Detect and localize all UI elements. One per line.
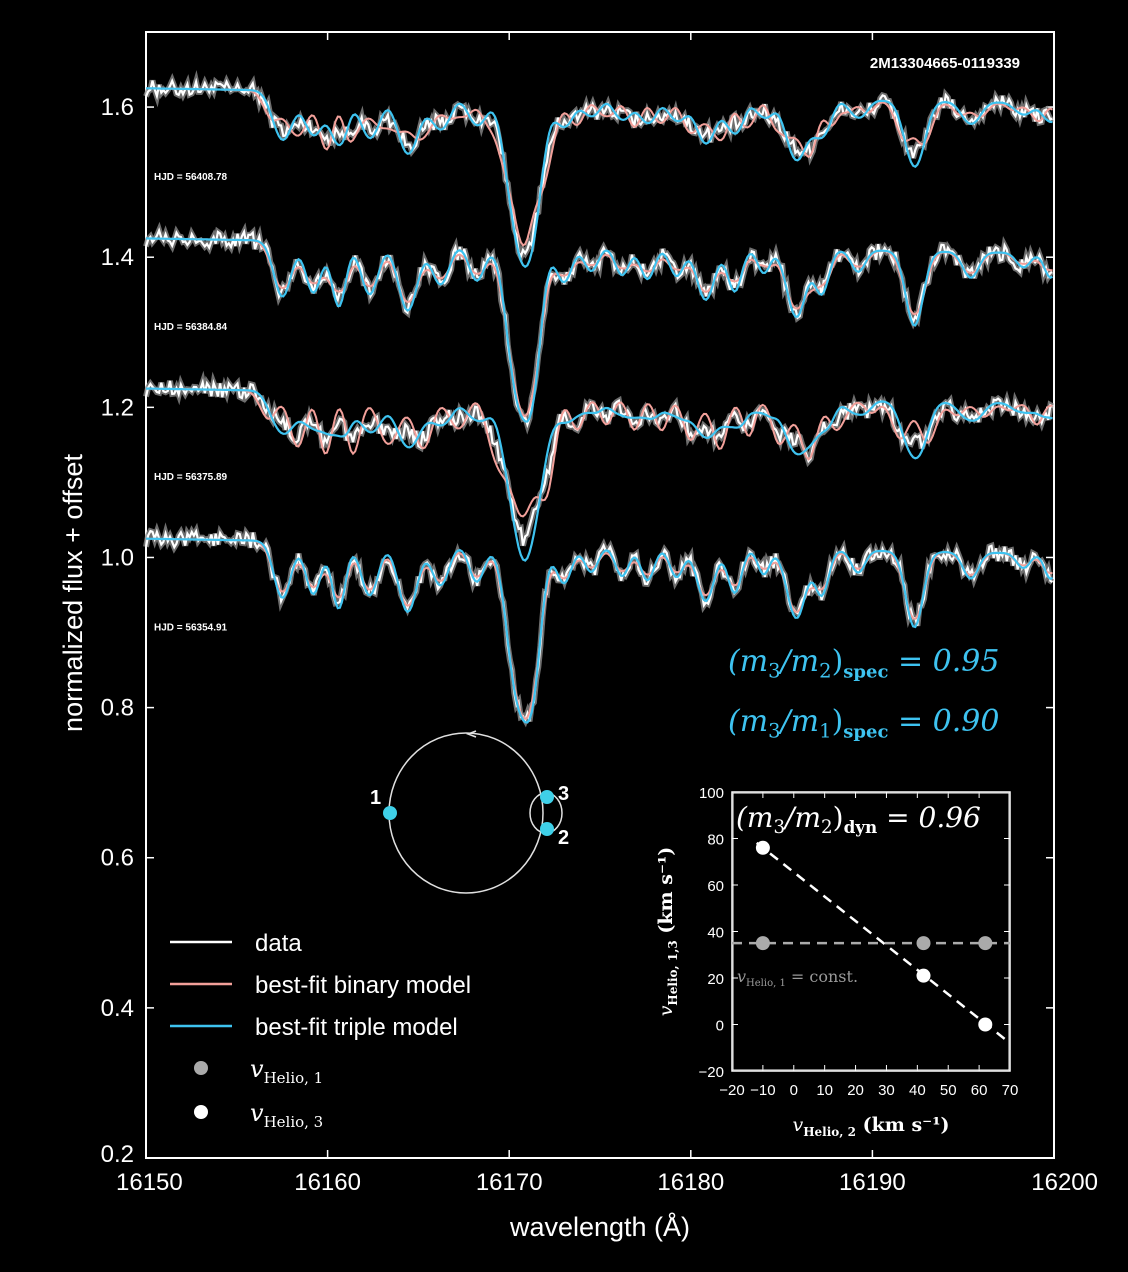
inset-x-tick-label: 20 [847,1082,864,1099]
legend-marker [194,1105,208,1119]
legend: data best-fit binary model best-fit triple… [170,930,471,1131]
const-label: vHelio, 1 = const. [737,967,858,989]
inset-y-tick-label: −20 [699,1064,724,1081]
orbit-direction-arrow [465,730,477,738]
inset-y-tick-label: 20 [707,971,724,988]
triple-model-line [146,87,1053,269]
inset-point [916,936,931,951]
triple-model-line [146,537,1054,724]
inset-point [978,1017,993,1032]
inset-point [978,936,993,951]
y-tick-label: 0.2 [101,1141,134,1168]
data-uncertainty-band [143,370,1054,547]
y-tick-label: 1.4 [101,244,134,271]
legend-marker [194,1061,208,1075]
inset-point [755,840,770,855]
inset-y-axis-label: vHelio, 1,3 (km s⁻¹) [655,847,680,1017]
inset-x-tick-label: 10 [816,1082,833,1099]
y-tick-label: 1.6 [101,94,134,121]
x-tick-label: 16190 [839,1169,906,1196]
spec-ratio-m3-m2: (m3/m2)spec = 0.95 [728,644,999,683]
inset-point [755,936,770,951]
inset-x-axis-label: vHelio, 2 (km s⁻¹) [792,1114,949,1139]
spectrum-epoch: HJD = 56384.84 [143,221,1054,435]
y-tick-label: 1.0 [101,544,134,571]
outer-orbit [388,732,544,894]
inset-x-tick-label: 40 [909,1082,926,1099]
y-axis-label: normalized flux + offset [58,454,88,732]
inset-x-tick-label: −20 [719,1082,744,1099]
x-tick-label: 16200 [1031,1169,1098,1196]
inset-y-tick-label: 40 [707,925,724,942]
x-tick-label: 16150 [116,1169,183,1196]
inset-x-tick-label: 30 [878,1082,895,1099]
orbit-star [540,790,554,804]
inset-plot-area [733,793,1009,1070]
spectrum-epoch: HJD = 56354.91 [143,522,1055,728]
plot-frame [145,31,1055,1159]
orbit-label: 2 [558,827,569,849]
y-tick-label: 0.6 [101,845,134,872]
inset-y-tick-label: 100 [699,785,724,802]
data-uncertainty-band [143,69,1054,265]
legend-label: vHelio, 1 [250,1055,323,1087]
inset-chart: −20 −10 0 10 20 30 40 50 60 70 −20 0 20 40 60 80 100 (m3/… [655,785,1018,1139]
x-tick-label: 16180 [657,1169,724,1196]
orbit-diagram: 1 2 3 [370,730,569,894]
inset-y-tick-label: 0 [716,1018,724,1035]
triple-model-line [146,387,1053,562]
y-tick-label: 1.2 [101,394,134,421]
x-tick-label: 16170 [476,1169,543,1196]
inset-x-tick-label: 50 [940,1082,957,1099]
inset-x-tick-label: −10 [750,1082,775,1099]
legend-label: data [255,930,302,957]
orbit-label: 3 [558,783,569,805]
inset-x-tick-label: 60 [971,1082,988,1099]
orbit-star [383,806,397,820]
chart-title: 2M13304665-0119339 [870,55,1020,72]
inset-y-tick-label: 80 [707,832,724,849]
legend-label: best-fit binary model [255,972,471,999]
inset-point [916,968,931,983]
x-tick-label: 16160 [294,1169,361,1196]
inset-x-tick-label: 0 [790,1082,798,1099]
dyn-ratio-m3-m2: (m3/m2)dyn = 0.96 [736,801,981,838]
triple-model-line [145,237,1053,423]
data-line [144,378,1054,546]
spec-ratio-m3-m1: (m3/m1)spec = 0.90 [728,704,999,743]
epoch-label: HJD = 56375.89 [154,472,228,483]
inset-linear-fit [755,841,1011,1045]
orbit-label: 1 [370,787,381,809]
epoch-label: HJD = 56384.84 [154,322,228,333]
legend-label: best-fit triple model [255,1014,458,1041]
epoch-label: HJD = 56408.78 [154,172,228,183]
spectrum-epoch: HJD = 56408.78 [143,69,1054,269]
orbit-star [540,822,554,836]
inset-y-tick-label: 60 [707,878,724,895]
y-tick-label: 0.8 [101,695,134,722]
x-axis-label: wavelength (Å) [509,1211,690,1242]
main-chart: 16150 16160 16170 16180 16190 16200 0.2 0.4 0.6 0… [58,31,1098,1242]
legend-label: vHelio, 3 [250,1099,323,1131]
spectrum-epoch: HJD = 56375.89 [143,370,1054,562]
epoch-label: HJD = 56354.91 [154,622,228,633]
y-tick-label: 0.4 [101,995,134,1022]
inset-x-tick-label: 70 [1002,1082,1019,1099]
